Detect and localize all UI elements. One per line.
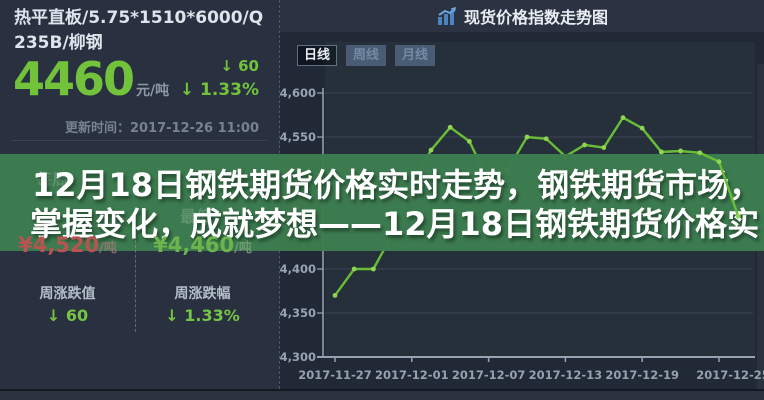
week-low-price: ¥4,460/吨 [153, 233, 252, 257]
down-arrow-icon: ↓ [46, 306, 61, 325]
price-change-percent: ↓ 1.33% [179, 80, 259, 100]
price-unit: 元/吨 [136, 83, 170, 99]
current-price: 4460 [13, 52, 135, 106]
tab-daily[interactable]: 日线 [297, 45, 337, 66]
week-high-price: ¥4,520/吨 [18, 233, 117, 257]
chart-header: 现货价格指数走势图 [280, 0, 764, 32]
week-change-labels-row: 周涨跌值 周涨跌幅 [0, 283, 279, 303]
week-change-percent-label: 周涨跌幅 [174, 286, 231, 302]
ghost-text-fragment: 最低 [180, 207, 213, 226]
chart-title: 现货价格指数走势图 [463, 8, 608, 27]
product-spec-title: 热平直板/5.75*1510*6000/Q235B/柳钢 [14, 8, 264, 53]
tab-monthly[interactable]: 月线 [395, 45, 435, 66]
divider [12, 140, 267, 141]
ghost-text-fragment: 每周 [36, 170, 69, 189]
down-arrow-icon: ↓ [165, 306, 179, 325]
tab-weekly[interactable]: 周线 [346, 45, 386, 66]
week-change-values-row: ↓ 60 ↓ 1.33% [0, 306, 279, 325]
bar-chart-rising-icon [437, 7, 457, 25]
dashed-column-divider [135, 240, 136, 332]
down-arrow-icon: ↓ [220, 57, 233, 75]
week-high-low-row: ¥4,520/吨 ¥4,460/吨 [0, 233, 279, 257]
period-tabs: 日线 周线 月线 [297, 45, 444, 66]
bottom-bar [0, 389, 764, 400]
week-change-percent: ↓ 1.33% [165, 306, 240, 325]
down-arrow-icon: ↓ [179, 80, 195, 100]
week-change-value: ↓ 60 [46, 306, 89, 325]
price-change-block: ↓ 60 ↓ 1.33% [180, 57, 259, 100]
price-change-value: ↓ 60 [220, 57, 259, 75]
update-timestamp: 更新时间：2017-12-26 11:00 [64, 121, 259, 136]
week-change-value-label: 周涨跌值 [39, 286, 96, 302]
